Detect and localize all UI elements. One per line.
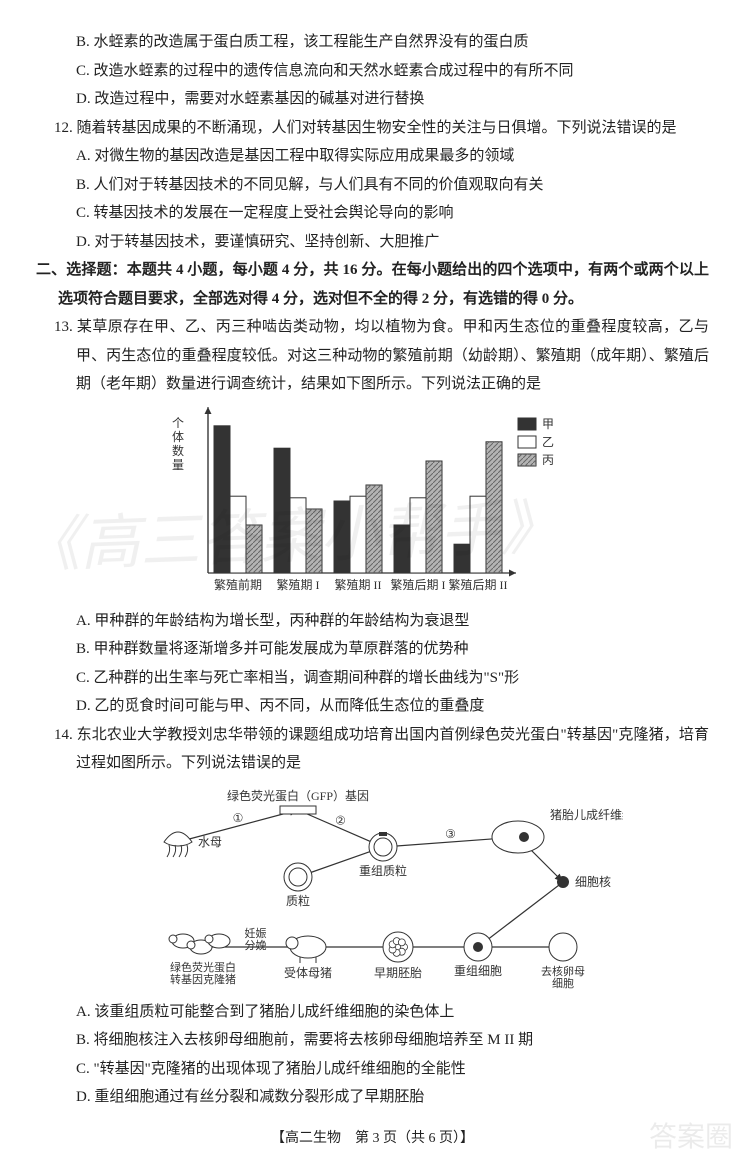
svg-text:繁殖期 II: 繁殖期 II: [334, 577, 381, 592]
svg-text:分娩: 分娩: [244, 938, 266, 952]
q12-option-b: B. 人们对于转基因技术的不同见解，与人们具有不同的价值观取向有关: [36, 171, 709, 200]
svg-text:受体母猪: 受体母猪: [283, 966, 331, 980]
q13-option-c: C. 乙种群的出生率与死亡率相当，调查期间种群的增长曲线为"S"形: [36, 664, 709, 693]
q14-option-a: A. 该重组质粒可能整合到了猪胎儿成纤维细胞的染色体上: [36, 998, 709, 1027]
svg-text:个: 个: [171, 416, 183, 430]
svg-text:质粒: 质粒: [285, 893, 309, 908]
svg-text:丙: 丙: [542, 453, 554, 467]
svg-text:去核卵母: 去核卵母: [541, 964, 585, 978]
svg-text:绿色荧光蛋白（GFP）基因: 绿色荧光蛋白（GFP）基因: [226, 788, 368, 803]
page-footer: 【高二生物 第 3 页（共 6 页）】: [36, 1126, 709, 1153]
svg-text:②: ②: [335, 813, 346, 827]
q12-option-c: C. 转基因技术的发展在一定程度上受社会舆论导向的影响: [36, 199, 709, 228]
svg-text:繁殖后期 II: 繁殖后期 II: [448, 577, 507, 592]
q14-option-b: B. 将细胞核注入去核卵母细胞前，需要将去核卵母细胞培养至 M II 期: [36, 1026, 709, 1055]
svg-text:细胞: 细胞: [552, 977, 574, 990]
svg-text:转基因克隆猪: 转基因克隆猪: [170, 972, 236, 986]
q13-option-a: A. 甲种群的年龄结构为增长型，丙种群的年龄结构为衰退型: [36, 607, 709, 636]
svg-text:妊娠: 妊娠: [244, 926, 266, 940]
svg-text:绿色荧光蛋白: 绿色荧光蛋白: [170, 960, 236, 974]
svg-text:细胞核: 细胞核: [575, 875, 611, 889]
svg-text:量: 量: [171, 458, 183, 472]
svg-text:重组质粒: 重组质粒: [358, 863, 406, 878]
svg-text:乙: 乙: [542, 435, 554, 449]
q13-option-d: D. 乙的觅食时间可能与甲、丙不同，从而降低生态位的重叠度: [36, 692, 709, 721]
svg-text:数: 数: [171, 443, 183, 458]
svg-text:早期胚胎: 早期胚胎: [373, 966, 421, 980]
svg-text:繁殖前期: 繁殖前期: [213, 577, 261, 592]
q13-stem: 13. 某草原存在甲、乙、丙三种啮齿类动物，均以植物为食。甲和丙生态位的重叠程度…: [36, 313, 709, 399]
q12-stem: 12. 随着转基因成果的不断涌现，人们对转基因生物安全性的关注与日俱增。下列说法…: [36, 114, 709, 143]
q14-diagram: ① ② ③ 妊娠分娩 水母 绿色荧光蛋白（GFP）基因质粒 重组质粒 猪胎儿成纤维细胞细胞核去…: [36, 782, 709, 992]
q14-stem: 14. 东北农业大学教授刘忠华带领的课题组成功培育出国内首例绿色荧光蛋白"转基因…: [36, 721, 709, 778]
svg-text:繁殖后期 I: 繁殖后期 I: [390, 577, 445, 592]
svg-text:水母: 水母: [198, 835, 222, 849]
svg-text:猪胎儿成纤维细胞: 猪胎儿成纤维细胞: [550, 808, 623, 822]
svg-text:重组细胞: 重组细胞: [453, 964, 501, 978]
q11-option-d: D. 改造过程中，需要对水蛭素基因的碱基对进行替换: [36, 85, 709, 114]
svg-text:③: ③: [445, 827, 456, 841]
svg-text:繁殖期 I: 繁殖期 I: [276, 577, 319, 592]
q11-option-c: C. 改造水蛭素的过程中的遗传信息流向和天然水蛭素合成过程中的有所不同: [36, 57, 709, 86]
q12-option-d: D. 对于转基因技术，要谨慎研究、坚持创新、大胆推广: [36, 228, 709, 257]
svg-text:①: ①: [232, 811, 243, 825]
q14-option-c: C. "转基因"克隆猪的出现体现了猪胎儿成纤维细胞的全能性: [36, 1055, 709, 1084]
q11-option-b: B. 水蛭素的改造属于蛋白质工程，该工程能生产自然界没有的蛋白质: [36, 28, 709, 57]
section-2-header: 二、选择题：本题共 4 小题，每小题 4 分，共 16 分。在每小题给出的四个选…: [36, 256, 709, 313]
q13-chart: 个体数量繁殖前期繁殖期 I 繁殖期 II 繁殖后期 I繁殖后期 II 甲乙丙: [36, 403, 709, 603]
svg-text:体: 体: [171, 430, 183, 444]
q13-option-b: B. 甲种群数量将逐渐增多并可能发展成为草原群落的优势种: [36, 635, 709, 664]
q12-option-a: A. 对微生物的基因改造是基因工程中取得实际应用成果最多的领域: [36, 142, 709, 171]
q14-option-d: D. 重组细胞通过有丝分裂和减数分裂形成了早期胚胎: [36, 1083, 709, 1112]
svg-text:甲: 甲: [542, 417, 554, 431]
